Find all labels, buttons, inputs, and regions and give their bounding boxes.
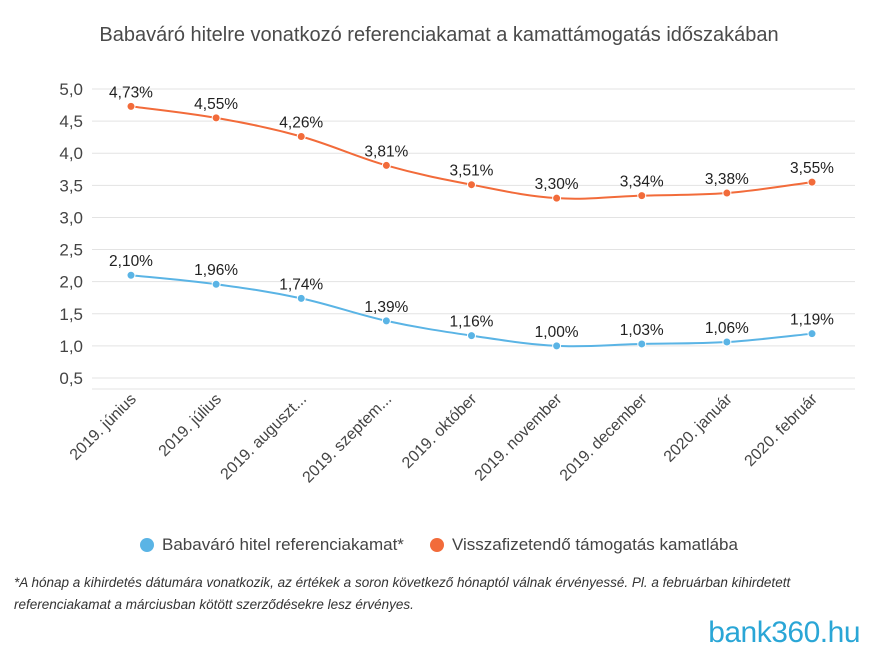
- data-label: 1,03%: [620, 322, 664, 339]
- chart-title: Babaváró hitelre vonatkozó referenciakam…: [99, 24, 779, 46]
- data-label: 3,34%: [620, 174, 664, 191]
- data-point: [807, 177, 817, 187]
- y-tick-label: 2,0: [59, 273, 83, 292]
- data-point: [381, 316, 391, 326]
- data-point: [381, 160, 391, 170]
- legend-label-subsidy-rate: Visszafizetendő támogatás kamatlába: [451, 535, 738, 554]
- data-label: 3,38%: [705, 171, 749, 188]
- data-label: 1,74%: [279, 276, 323, 293]
- y-axis-ticks: 5,0 4,5 4,0 3,5 3,0 2,5 2,0 1,5 1,0 0,5: [59, 80, 83, 388]
- x-tick-label: 2019. november: [472, 390, 566, 484]
- data-label: 1,96%: [194, 262, 238, 279]
- data-label: 3,30%: [535, 176, 579, 193]
- y-tick-label: 3,0: [59, 208, 83, 227]
- y-tick-label: 0,5: [59, 369, 83, 388]
- legend: Babaváró hitel referenciakamat* Visszafi…: [0, 535, 878, 555]
- data-point: [296, 293, 306, 303]
- data-label: 2,10%: [109, 253, 153, 270]
- data-point: [211, 279, 221, 289]
- data-label: 1,19%: [790, 312, 834, 329]
- data-label: 3,55%: [790, 160, 834, 177]
- footnote: *A hónap a kihirdetés dátumára vonatkozi…: [14, 575, 791, 612]
- data-point: [126, 101, 136, 111]
- x-tick-label: 2019. december: [557, 390, 651, 484]
- data-point: [722, 188, 732, 198]
- legend-marker-subsidy-rate: [429, 538, 444, 552]
- y-tick-label: 1,0: [59, 337, 83, 356]
- line-chart: 5,0 4,5 4,0 3,5 3,0 2,5 2,0 1,5 1,0 0,5 2019. jún…: [59, 80, 855, 486]
- data-point: [722, 337, 732, 347]
- gridlines: [92, 88, 855, 390]
- data-label: 4,73%: [109, 84, 153, 101]
- y-tick-label: 2,5: [59, 241, 83, 260]
- data-label: 4,26%: [279, 115, 323, 132]
- legend-item-reference-rate: Babaváró hitel referenciakamat*: [140, 535, 404, 555]
- y-tick-label: 5,0: [59, 80, 83, 99]
- legend-item-subsidy-rate: Visszafizetendő támogatás kamatlába: [429, 535, 738, 555]
- series-points: [126, 101, 817, 351]
- x-tick-label: 2020. február: [741, 390, 821, 470]
- data-point: [126, 270, 136, 280]
- y-tick-label: 4,5: [59, 112, 83, 131]
- data-point: [467, 331, 476, 341]
- y-tick-label: 4,0: [59, 144, 83, 163]
- data-point: [296, 132, 306, 142]
- data-label: 1,06%: [705, 320, 749, 337]
- data-point: [467, 180, 476, 190]
- data-label: 1,00%: [535, 324, 579, 341]
- data-point: [552, 341, 562, 351]
- data-label: 3,81%: [364, 143, 408, 160]
- data-point: [552, 193, 562, 203]
- x-tick-label: 2019. szeptem...: [300, 391, 396, 487]
- y-tick-label: 1,5: [59, 305, 83, 324]
- x-tick-label: 2019. október: [399, 390, 481, 472]
- series-lines: [130, 105, 813, 348]
- y-tick-label: 3,5: [59, 176, 83, 195]
- x-tick-label: 2020. január: [661, 390, 736, 465]
- x-tick-label: 2019. auguszt...: [218, 391, 311, 484]
- data-label: 1,39%: [364, 299, 408, 316]
- legend-label-reference-rate: Babaváró hitel referenciakamat*: [162, 535, 404, 554]
- bank360-logo[interactable]: bank360.hu: [708, 616, 860, 649]
- legend-marker-reference-rate: [140, 538, 155, 552]
- data-point: [211, 113, 221, 123]
- data-label: 1,16%: [450, 314, 494, 331]
- data-point: [807, 329, 817, 339]
- data-label: 3,51%: [450, 163, 494, 180]
- data-labels: 2,10% 1,96% 1,74% 1,39% 1,16% 1,00% 1,03% 1,06%…: [109, 84, 834, 341]
- x-tick-label: 2019. június: [67, 391, 140, 464]
- data-point: [637, 339, 647, 349]
- data-point: [637, 191, 647, 201]
- x-tick-label: 2019. július: [156, 391, 225, 460]
- data-label: 4,55%: [194, 96, 238, 113]
